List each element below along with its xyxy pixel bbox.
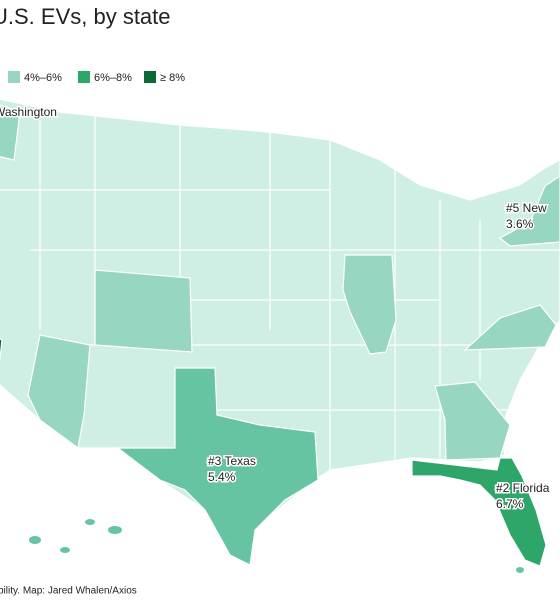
- island: [108, 526, 122, 534]
- state-share: 3.6%: [506, 217, 534, 231]
- legend-label: 6%–8%: [94, 72, 132, 84]
- hawaii: [29, 519, 524, 573]
- legend-swatch: [8, 71, 20, 83]
- island: [29, 536, 41, 544]
- footer: bility. Map: Jared Whalen/Axios: [0, 586, 137, 597]
- illinois: [342, 254, 397, 355]
- state-borders: [0, 110, 560, 470]
- florida: [411, 457, 547, 567]
- virginia: [463, 304, 557, 351]
- state-share: 5.4%: [208, 470, 236, 484]
- legend-swatch: [144, 71, 156, 83]
- legend-label: 4%–6%: [24, 72, 62, 84]
- legend-label: ≥ 8%: [160, 72, 185, 84]
- state-label: #2 Florida: [496, 481, 550, 495]
- state-label: #5 New: [506, 201, 547, 215]
- state-share: 6.7%: [496, 497, 524, 511]
- colorado: [94, 269, 193, 353]
- states: [0, 98, 560, 573]
- title: U.S. EVs, by state: [0, 4, 171, 29]
- california: [0, 338, 3, 364]
- island: [85, 519, 95, 525]
- legend-swatch: [78, 71, 90, 83]
- new-york: [498, 175, 560, 247]
- island: [60, 547, 70, 553]
- washington: [0, 104, 21, 161]
- state-label: #3 Texas: [208, 454, 256, 468]
- arizona: [27, 334, 91, 450]
- island: [516, 567, 524, 573]
- state-label: Washington: [0, 105, 57, 119]
- texas: [116, 367, 319, 566]
